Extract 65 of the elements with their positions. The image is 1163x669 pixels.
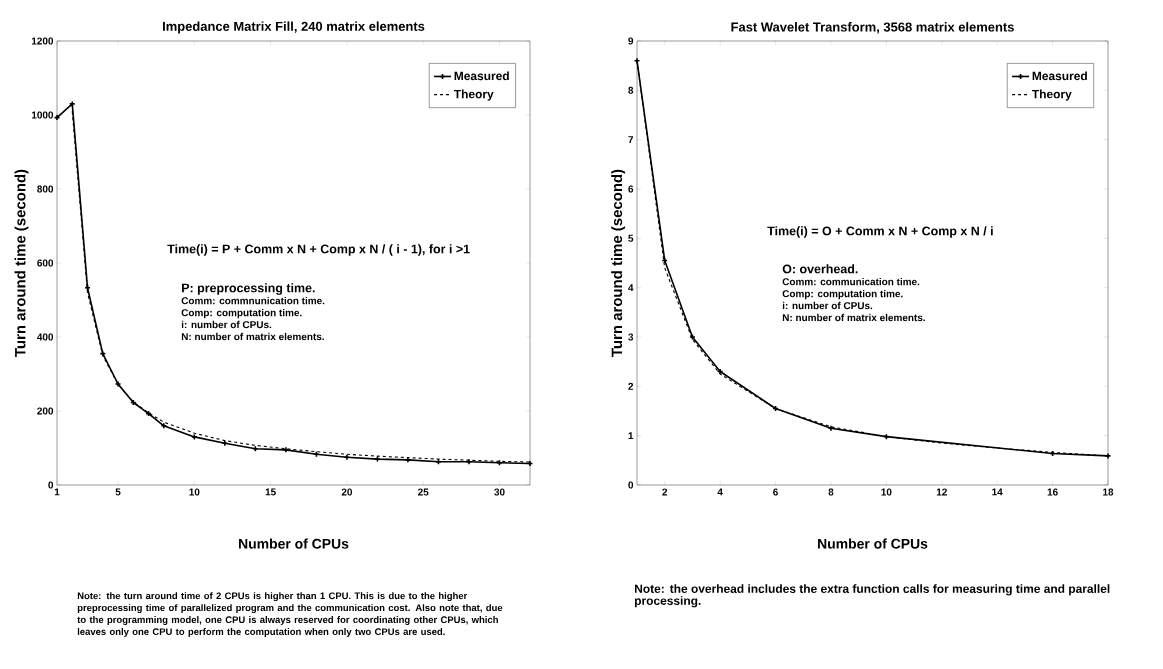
annotation: Comm: commnunication time.	[181, 296, 325, 305]
x-axis-title: Number of CPUs	[239, 538, 349, 549]
annotation: Time(i) = P + Comm x N + Comp x N / ( i - 1), for i >1	[167, 244, 470, 256]
x-tick-label: 30	[494, 488, 505, 496]
point	[404, 456, 412, 464]
legend-label: Measured	[454, 71, 509, 81]
annotation: i: number of CPUs.	[181, 320, 272, 329]
y-tick-label: 5	[628, 234, 634, 242]
y-axis-title: Turn around time (second)	[611, 169, 626, 357]
chart-title: Fast Wavelet Transform, 3568 matrix elements	[731, 22, 1014, 34]
point	[114, 380, 122, 388]
y-tick-label: 4	[628, 284, 634, 292]
legend-label: Theory	[453, 89, 494, 101]
y-tick-label: 800	[37, 185, 54, 193]
y-tick-label: 200	[37, 407, 54, 415]
chart-title: Impedance Matrix Fill, 240 matrix elements	[162, 21, 425, 34]
y-tick-label: 9	[628, 37, 634, 45]
x-tick-label: 14	[992, 488, 1003, 496]
y-axis-title: Turn around time (second)	[14, 169, 29, 357]
y-tick-label: 1000	[31, 111, 54, 119]
annotation: Comp: computation time.	[181, 308, 302, 319]
annotation: O: overhead.	[782, 264, 858, 274]
x-tick-label: 20	[341, 488, 353, 496]
x-tick-label: 10	[189, 488, 200, 496]
annotation: Time(i) = O + Comm x N + Comp x N / i	[767, 226, 993, 238]
legend-label: Measured	[1032, 71, 1087, 81]
annotation: P: preprocessing time.	[182, 283, 315, 295]
y-tick-label: 600	[37, 259, 54, 267]
x-axis-title: Number of CPUs	[818, 538, 928, 549]
point	[221, 439, 229, 447]
y-tick-label: 8	[628, 86, 634, 94]
x-tick-label: 5	[115, 488, 121, 496]
point	[68, 100, 76, 108]
y-tick-label: 7	[628, 136, 634, 144]
y-tick-label: 1200	[31, 37, 54, 45]
annotation: Comm: communication time.	[782, 277, 920, 286]
x-tick-label: 1	[54, 488, 60, 496]
x-tick-label: 15	[265, 488, 276, 496]
y-tick-label: 2	[628, 382, 634, 390]
annotation: Comp: computation time.	[782, 289, 903, 300]
text: Note: the overhead includes the extra function calls for measuring time and parallel processing.	[634, 584, 1110, 608]
y-tick-label: 400	[37, 333, 54, 341]
point	[343, 453, 351, 461]
x-tick-label: 16	[1047, 488, 1058, 496]
annotation: N: number of matrix elements.	[181, 332, 324, 341]
x-tick-label: 12	[936, 488, 947, 496]
y-tick-label: 6	[628, 185, 634, 193]
annotation: i: number of CPUs.	[782, 301, 873, 310]
legend-label: Theory	[1032, 89, 1072, 101]
text: Note: the turn around time of 2 CPUs is higher than 1 CPU. This is due to the higher preprocessing time of parallelized program and the communication cost. Also note that, due to the programming model, one CPU is always reserved for coordinating other CPUs, which leaves only one CPU to perform the computation when only two CPUs are used.	[77, 592, 503, 637]
x-tick-label: 8	[828, 488, 834, 496]
x-tick-label: 18	[1103, 488, 1114, 496]
y-tick-label: 1	[628, 432, 634, 440]
x-tick-label: 2	[662, 488, 668, 496]
x-tick-label: 4	[717, 488, 723, 496]
x-tick-label: 25	[418, 488, 429, 496]
point	[160, 422, 168, 430]
point	[282, 446, 290, 454]
point	[827, 424, 835, 432]
y-tick-label: 0	[48, 481, 54, 489]
annotation: N: number of matrix elements.	[782, 313, 925, 322]
x-tick-label: 6	[773, 488, 778, 496]
y-tick-label: 0	[628, 481, 634, 489]
x-tick-label: 10	[881, 488, 892, 496]
y-tick-label: 3	[628, 333, 634, 341]
